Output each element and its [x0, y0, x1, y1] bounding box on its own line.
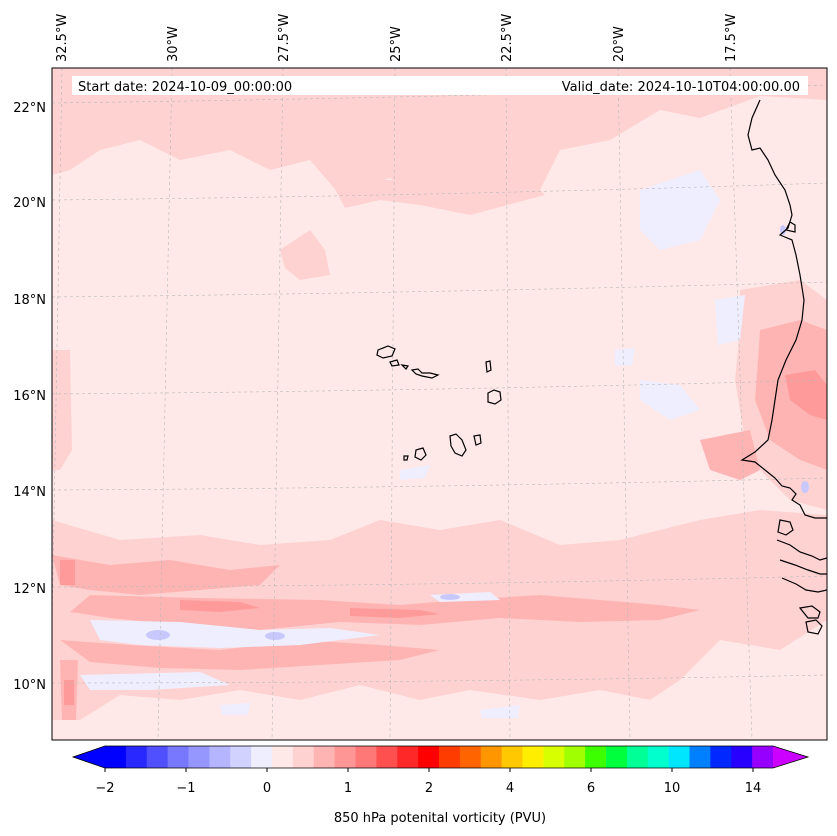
colorbar-cell	[167, 746, 189, 768]
lon-label: 27.5°W	[277, 14, 292, 62]
colorbar-cells	[105, 746, 774, 768]
lat-label: 18°N	[13, 293, 46, 308]
lat-label: 12°N	[13, 582, 46, 597]
colorbar-cell	[668, 746, 690, 768]
colorbar-cell	[501, 746, 523, 768]
colorbar-cell	[313, 746, 336, 768]
colorbar-cell	[397, 746, 419, 768]
lon-label: 30°W	[166, 26, 181, 62]
colorbar: −2 −1 0 1 2 4 6 10 14 850 hPa potenital …	[71, 745, 810, 826]
longitude-labels: 32.5°W 30°W 27.5°W 25°W 22.5°W 20°W 17.5…	[55, 14, 739, 62]
colorbar-cell	[272, 746, 294, 768]
colorbar-cell	[543, 746, 565, 768]
colorbar-tick-label: 4	[506, 781, 514, 796]
start-date: Start date: 2024-10-09_00:00:00	[78, 80, 292, 95]
colorbar-cell	[376, 746, 398, 768]
colorbar-tick-label: 1	[344, 781, 352, 796]
colorbar-cell	[752, 746, 774, 768]
island-brava	[403, 455, 409, 461]
lon-label: 25°W	[389, 26, 404, 62]
colorbar-cell	[230, 746, 252, 768]
pv-contours-rose	[60, 370, 827, 705]
colorbar-arrow-high	[773, 746, 808, 768]
colorbar-tick-label: 2	[425, 781, 433, 796]
colorbar-arrow-low	[73, 746, 105, 768]
latitude-labels: 22°N 20°N 18°N 16°N 14°N 12°N 10°N	[13, 101, 46, 693]
island-sao-vicente	[389, 359, 400, 367]
colorbar-ticks	[104, 768, 754, 772]
colorbar-label: 850 hPa potenital vorticity (PVU)	[334, 811, 546, 826]
african-coastline	[740, 99, 827, 635]
graticule	[52, 68, 827, 740]
colorbar-cell	[710, 746, 732, 768]
colorbar-cell	[647, 746, 670, 768]
map-panel	[52, 68, 827, 740]
island-fogo	[414, 447, 427, 461]
island-sal	[485, 360, 492, 373]
colorbar-cell	[251, 746, 273, 768]
colorbar-cell	[418, 746, 440, 768]
lat-label: 10°N	[13, 678, 46, 693]
lat-label: 20°N	[13, 196, 46, 211]
pv-contours-blue	[146, 225, 809, 640]
lon-label: 20°W	[612, 26, 627, 62]
colorbar-cell	[355, 746, 377, 768]
map-frame	[51, 67, 828, 741]
colorbar-cell	[731, 746, 753, 768]
colorbar-cell	[459, 746, 482, 768]
colorbar-cell	[292, 746, 315, 768]
valid-date: Valid_date: 2024-10-10T04:00:00.00	[562, 80, 800, 95]
colorbar-cell	[522, 746, 544, 768]
colorbar-cell	[606, 746, 628, 768]
island-santa-luzia	[400, 364, 410, 370]
colorbar-tick-label: 10	[664, 781, 681, 796]
colorbar-tick-label: 0	[263, 781, 271, 796]
colorbar-tick-label: 14	[745, 781, 762, 796]
colorbar-cell	[626, 746, 649, 768]
colorbar-cell	[125, 746, 148, 768]
lat-label: 22°N	[13, 101, 46, 116]
colorbar-cell	[105, 746, 127, 768]
island-santo-antao	[376, 345, 396, 359]
island-maio	[473, 434, 482, 446]
lon-label: 22.5°W	[500, 14, 515, 62]
colorbar-cell	[439, 746, 461, 768]
island-santiago	[449, 433, 467, 457]
lat-label: 14°N	[13, 485, 46, 500]
colorbar-cell	[585, 746, 607, 768]
colorbar-cell	[188, 746, 210, 768]
colorbar-tick-label: 6	[587, 781, 595, 796]
colorbar-cell	[146, 746, 169, 768]
island-sao-nicolau	[410, 368, 440, 379]
colorbar-cell	[334, 746, 356, 768]
header-box	[72, 76, 808, 95]
colorbar-tick-label: −2	[95, 781, 114, 796]
lon-label: 17.5°W	[724, 14, 739, 62]
island-boa-vista	[487, 389, 502, 405]
colorbar-cell	[209, 746, 231, 768]
colorbar-tick-labels: −2 −1 0 1 2 4 6 10 14	[95, 781, 761, 796]
colorbar-tick-label: −1	[176, 781, 195, 796]
colorbar-cell	[480, 746, 503, 768]
cape-verde-islands	[376, 345, 502, 461]
lat-label: 16°N	[13, 389, 46, 404]
colorbar-cell	[689, 746, 711, 768]
lon-label: 32.5°W	[55, 14, 70, 62]
colorbar-cell	[564, 746, 586, 768]
